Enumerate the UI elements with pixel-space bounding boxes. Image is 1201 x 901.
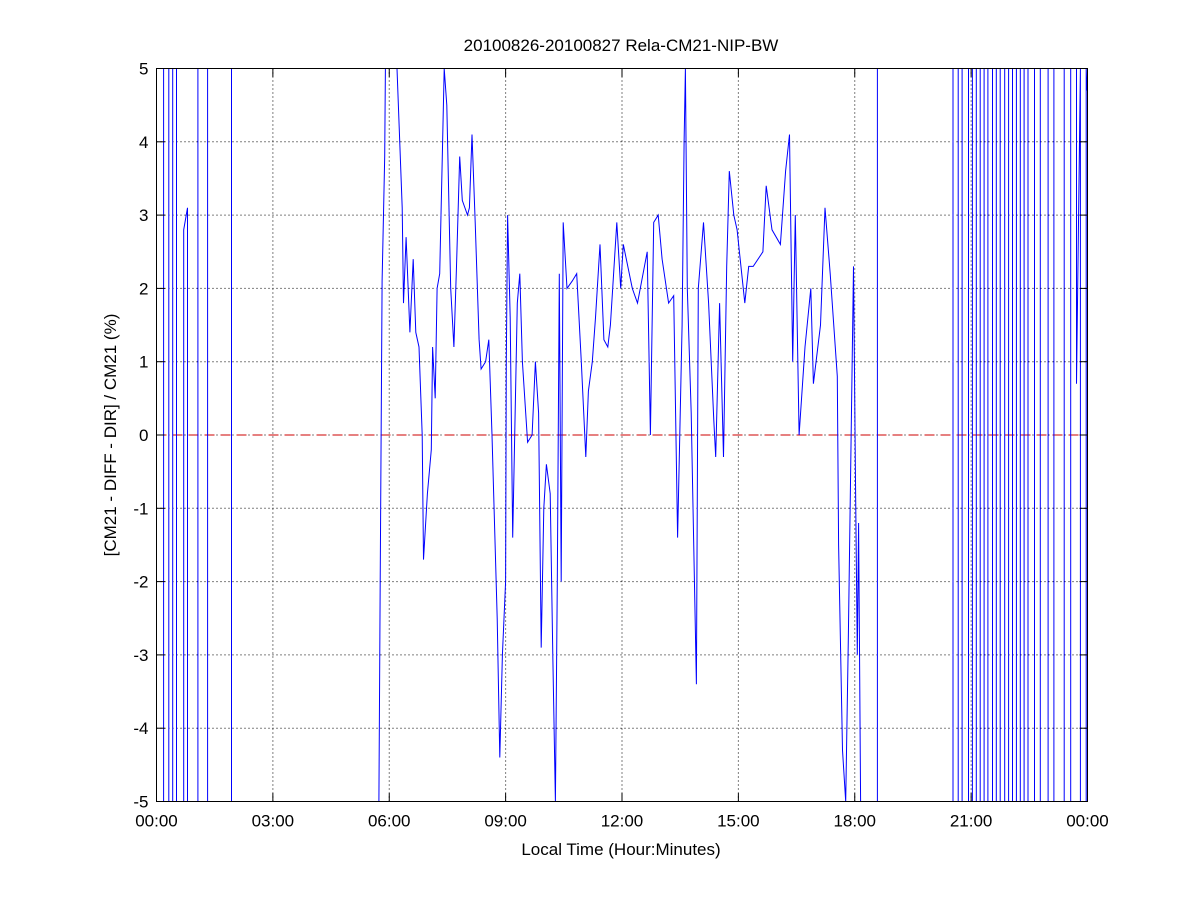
y-tick-label: -5 [133,793,148,812]
y-tick-label: 5 [139,60,148,79]
series-group [163,68,1088,802]
x-tick-label: 12:00 [601,812,644,831]
x-tick-label: 03:00 [252,812,295,831]
y-tick-label: -2 [133,573,148,592]
y-axis-label: [CM21 - DIFF - DIR] / CM21 (%) [101,314,120,557]
x-tick-label: 21:00 [950,812,993,831]
chart-title: 20100826-20100827 Rela-CM21-NIP-BW [464,36,779,55]
y-tick-label: 3 [139,206,148,225]
y-tick-label: 1 [139,353,148,372]
x-tick-label: 09:00 [484,812,527,831]
y-tick-label: 4 [139,133,148,152]
ticks [156,68,1088,802]
x-tick-labels: 00:00 03:00 06:00 09:00 12:00 15:00 18:00 21:00… [135,812,1109,831]
x-tick-label: 15:00 [717,812,760,831]
y-tick-label: -4 [133,719,148,738]
x-tick-label: 00:00 [1066,812,1109,831]
y-tick-label: 2 [139,279,148,298]
x-axis-label: Local Time (Hour:Minutes) [521,840,720,859]
y-tick-label: -3 [133,646,148,665]
y-tick-labels: -5 -4 -3 -2 -1 0 1 2 3 4 5 [133,60,148,812]
y-tick-label: -1 [133,499,148,518]
y-tick-label: 0 [139,426,148,445]
data-line [163,68,1088,802]
x-tick-label: 00:00 [135,812,178,831]
x-tick-label: 18:00 [833,812,876,831]
x-tick-label: 06:00 [368,812,411,831]
